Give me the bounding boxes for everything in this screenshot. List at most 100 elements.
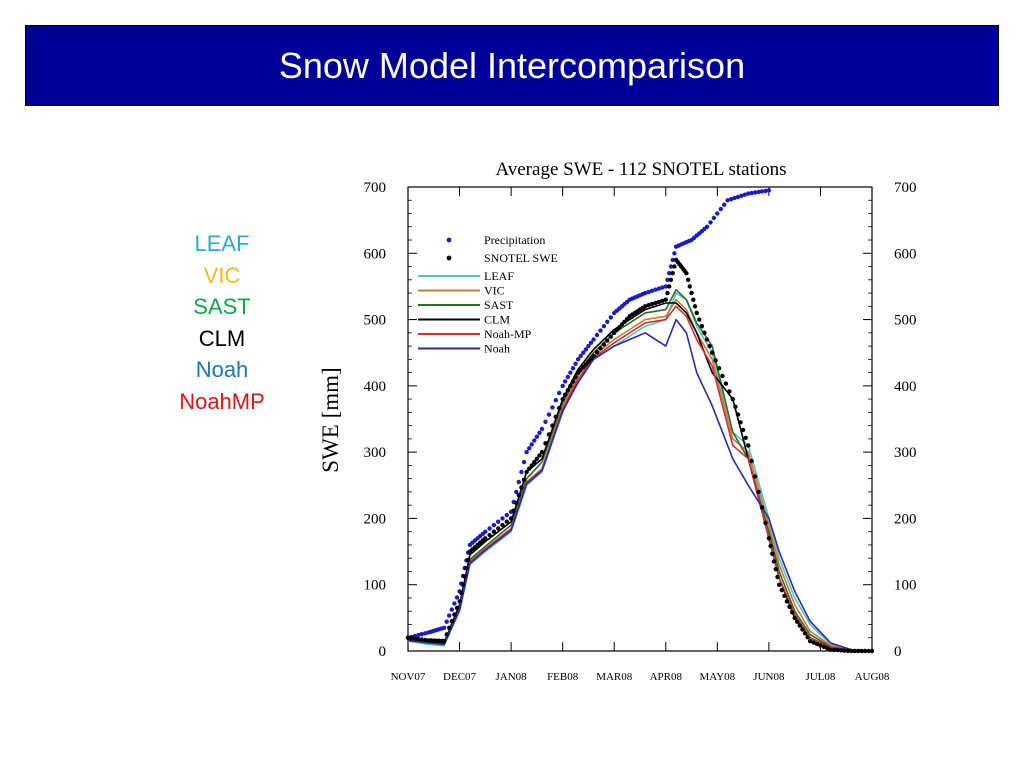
series-point-snotel-swe [514, 500, 519, 506]
series-point-snotel-swe [710, 350, 715, 355]
series-point-snotel-swe [614, 327, 619, 333]
series-point-precipitation [725, 198, 730, 203]
series-point-snotel-swe [447, 625, 452, 630]
series-point-snotel-swe [656, 299, 662, 305]
series-point-precipitation [534, 434, 540, 439]
series-point-precipitation [756, 189, 761, 195]
series-point-precipitation [487, 526, 492, 531]
legend-label-precipitation: Precipitation [484, 233, 545, 247]
plot-frame [407, 186, 873, 652]
series-point-snotel-swe [814, 641, 820, 647]
y-tick-label-left: 200 [364, 511, 387, 527]
series-point-snotel-swe [746, 443, 751, 448]
series-point-snotel-swe [581, 364, 586, 370]
series-point-snotel-swe [487, 532, 492, 538]
legend-label-noah-mp: Noah-MP [484, 327, 532, 341]
x-tick-label: MAR08 [596, 671, 633, 683]
series-point-snotel-swe [770, 551, 775, 556]
series-point-snotel-swe [591, 353, 596, 359]
series-point-snotel-swe [539, 449, 545, 455]
series-point-precipitation [532, 438, 537, 443]
series-point-precipitation [746, 191, 751, 196]
series-point-precipitation [752, 190, 758, 195]
series-point-precipitation [672, 251, 677, 256]
series-point-snotel-swe [759, 505, 765, 510]
series-point-snotel-swe [828, 647, 833, 652]
axes: 0 0 100 100 200 200 300 300 400 400 500 500 600 600 70… [364, 180, 917, 683]
series-point-precipitation [649, 288, 655, 293]
series-point-snotel-swe [807, 638, 813, 644]
series-point-precipitation [732, 195, 737, 201]
model-label-noah: Noah [195, 357, 249, 382]
series-point-snotel-swe [459, 590, 464, 596]
series-line-vic [407, 298, 873, 652]
series-point-snotel-swe [519, 485, 524, 490]
series-point-precipitation [704, 224, 710, 229]
series-point-snotel-swe [557, 405, 562, 411]
series-layer [405, 188, 875, 654]
series-point-snotel-swe [660, 298, 665, 303]
series-point-precipitation [447, 613, 452, 618]
series-point-precipitation [537, 430, 542, 435]
series-point-precipitation [646, 289, 651, 295]
series-point-precipitation [718, 206, 723, 212]
series-point-precipitation [539, 426, 545, 432]
series-point-precipitation [581, 350, 586, 355]
series-point-snotel-swe [713, 358, 718, 363]
series-point-snotel-swe [792, 615, 797, 621]
series-point-precipitation [483, 529, 488, 534]
slide-title-bar: Snow Model Intercomparison [25, 25, 999, 106]
legend-label-snotel-swe: SNOTEL SWE [484, 251, 558, 265]
series-point-snotel-swe [543, 441, 548, 446]
series-line-noah [407, 318, 873, 652]
legend-label-noah: Noah [484, 342, 510, 356]
model-label-vic: VIC [203, 262, 241, 288]
series-point-snotel-swe [423, 637, 428, 643]
series-point-precipitation [708, 220, 713, 225]
y-tick-label-left: 400 [364, 379, 387, 395]
series-point-precipitation [586, 343, 591, 349]
series-point-precipitation [663, 284, 668, 289]
series-point-snotel-swe [691, 297, 696, 302]
series-point-snotel-swe [483, 536, 488, 541]
series-point-snotel-swe [550, 423, 555, 428]
series-point-precipitation [441, 625, 447, 630]
series-point-snotel-swe [766, 536, 772, 541]
y-tick-label-right: 0 [894, 644, 902, 660]
series-point-precipitation [557, 390, 562, 396]
y-tick-label-right: 400 [894, 379, 917, 395]
series-point-snotel-swe [672, 264, 677, 269]
series-point-snotel-swe [756, 489, 761, 495]
series-point-snotel-swe [859, 648, 864, 654]
series-point-snotel-swe [805, 635, 810, 640]
legend-label-vic: VIC [484, 284, 505, 298]
series-point-snotel-swe [687, 284, 692, 289]
series-point-snotel-swe [856, 648, 861, 654]
model-label-leaf: LEAF [194, 231, 250, 256]
series-point-snotel-swe [842, 648, 847, 653]
series-point-snotel-swe [862, 648, 868, 654]
series-point-precipitation [653, 287, 658, 292]
series-point-precipitation [570, 366, 576, 371]
series-point-snotel-swe [565, 388, 570, 393]
series-point-precipitation [416, 632, 421, 638]
series-point-snotel-swe [575, 370, 581, 375]
series-point-precipitation [715, 211, 720, 216]
series-point-precipitation [735, 194, 741, 200]
series-point-snotel-swe [457, 599, 462, 604]
series-point-precipitation [643, 290, 648, 296]
series-point-snotel-swe [649, 301, 655, 307]
y-tick-label-right: 100 [894, 578, 917, 594]
series-point-snotel-swe [733, 404, 738, 409]
series-point-snotel-swe [699, 324, 705, 329]
series-point-precipitation [524, 449, 529, 455]
series-point-snotel-swe [689, 290, 694, 296]
series-point-precipitation [763, 188, 768, 194]
series-point-snotel-swe [789, 610, 795, 615]
series-point-snotel-swe [529, 463, 534, 468]
series-point-snotel-swe [419, 637, 424, 642]
chart-title: Average SWE - 112 SNOTEL stations [495, 159, 786, 180]
legend-label-leaf: LEAF [484, 269, 514, 283]
series-point-snotel-swe [608, 334, 613, 339]
